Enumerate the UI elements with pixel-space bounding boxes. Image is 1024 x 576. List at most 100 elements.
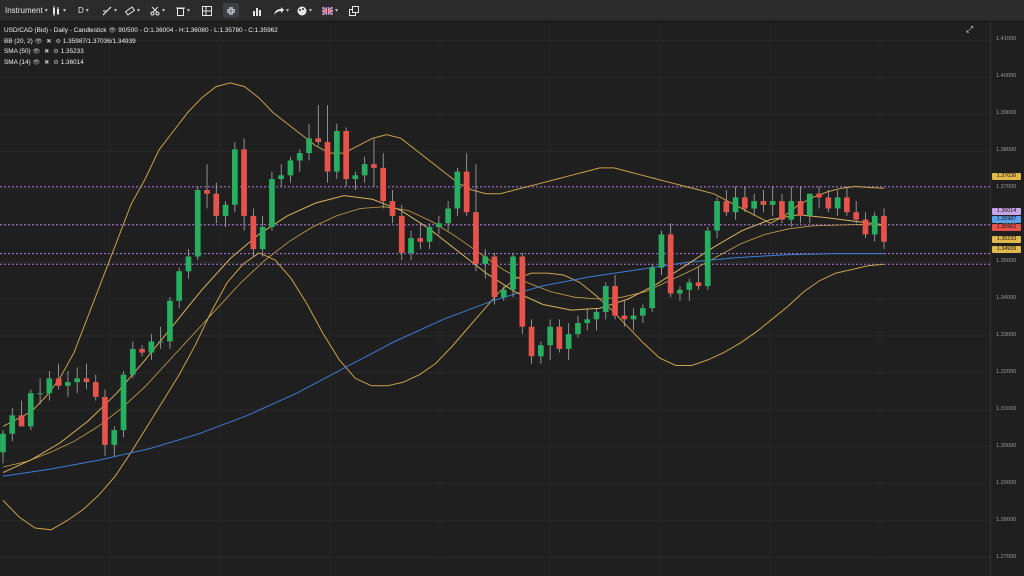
candle-body [0,433,6,453]
gear-icon[interactable]: ⚙ [53,49,59,56]
candle-body [250,215,257,250]
sma-50-line [2,253,884,477]
indicator-tools-button[interactable]: ▾ [150,3,165,18]
line-tool-icon [102,6,112,15]
chart-settings-button[interactable] [252,3,262,18]
instrument-selector[interactable]: Instrument ▾ [5,3,48,18]
language-button[interactable]: ▾ [322,3,338,18]
bollinger-lower-band [2,252,885,531]
chevron-down-icon: ▾ [63,8,67,14]
timeframe-selector[interactable]: D ▾ [78,3,89,18]
candle-body [27,393,34,427]
sma-14-line [2,195,885,474]
candle-body [445,208,451,224]
candle-body [157,341,164,343]
price-tag: 1.36014 [992,208,1021,215]
candle-body [83,378,90,383]
candle-body [500,289,507,298]
candle-body [593,311,600,320]
gear-icon[interactable]: ⚙ [53,59,59,66]
candle-body [677,289,683,294]
delete-button[interactable]: ▾ [176,3,190,18]
expand-icon[interactable]: ⤢ [966,24,974,34]
y-tick-label: 1.41000 [996,36,1017,43]
candlestick-icon [53,5,59,16]
bollinger-middle-band [2,206,885,468]
candle-body [417,238,424,242]
y-tick-label: 1.33000 [996,331,1017,338]
y-tick-label: 1.28000 [996,516,1017,523]
price-tag: 1.35987 [992,216,1021,223]
share-button[interactable]: ▾ [273,3,289,18]
palette-icon [297,6,307,15]
candle-body [361,164,368,176]
gear-icon[interactable]: ⚙ [55,38,61,45]
legend-ohlc: 90/500 - O:1.36004 - H:1.36080 - L:1.357… [118,27,278,34]
timeframe-label: D [78,6,84,15]
candle-body [55,378,62,386]
chevron-down-icon: ▾ [335,8,339,14]
chevron-down-icon: ▾ [286,8,290,14]
y-tick-label: 1.34000 [996,295,1017,301]
eye-icon[interactable]: 👁 [32,49,41,56]
price-tag: 1.35962 [992,224,1021,231]
indicator-value: 1.36014 [60,58,84,66]
theme-button[interactable]: ▾ [297,3,312,18]
candle-body [686,282,693,290]
candle-body [723,201,730,213]
candle-body [194,190,201,257]
eye-icon[interactable]: 👁 [108,28,117,34]
close-icon[interactable]: ✖ [44,49,50,56]
y-tick-label: 1.38000 [996,147,1017,154]
close-icon[interactable]: ✖ [44,59,50,66]
y-tick-label: 1.35000 [996,258,1017,265]
eye-icon[interactable]: 👁 [34,38,43,45]
layout-button[interactable] [202,3,212,18]
candle-body [398,215,405,253]
legend-indicator-sma50: SMA (50) 👁 ✖ ⚙ 1.35233 [4,47,278,58]
indicator-value: 1.35987/1.37036/1.34939 [62,37,136,45]
y-tick-label: 1.29000 [996,479,1017,486]
drawing-tools-button[interactable]: ▾ [102,3,117,18]
candle-body [602,286,609,312]
popout-button[interactable] [349,3,359,18]
candle-body [871,215,878,235]
close-icon[interactable]: ✖ [46,38,52,45]
bollinger-upper-band [2,82,885,427]
layout-icon [202,5,212,16]
candle-body [881,215,887,242]
price-axis[interactable] [990,22,1024,576]
chart-legend: USD/CAD (Bid) - Daily - Candlestick 👁 90… [4,26,278,68]
candle-body [732,197,739,213]
candle-body [408,238,414,253]
candle-body [510,256,516,290]
candle-body [380,167,386,202]
candle-body [9,415,16,434]
fullscreen-button[interactable] [223,3,239,18]
candle-body [584,319,591,323]
candle-body [834,197,841,209]
scissors-icon [150,6,160,15]
candle-body [120,374,127,431]
candle-body [640,308,646,316]
ruler-button[interactable]: ▾ [125,3,140,18]
eye-icon[interactable]: 👁 [32,59,41,66]
candle-body [315,138,322,142]
y-tick-label: 1.39000 [996,110,1017,117]
chart-type-button[interactable]: ▾ [52,3,66,18]
chevron-down-icon: ▾ [162,8,166,14]
candle-body [278,175,284,179]
candle-body [454,171,461,209]
y-tick-label: 1.32000 [996,368,1017,375]
candle-body [760,201,767,205]
candlestick-chart[interactable] [0,22,990,576]
candle-body [92,382,99,397]
candle-body [630,315,637,320]
candle-body [621,315,628,320]
y-tick-label: 1.37000 [996,184,1017,191]
candle-body [436,223,442,227]
candle-body [352,175,359,179]
candle-body [204,190,210,194]
candle-body [825,197,832,209]
candle-body [306,138,312,154]
